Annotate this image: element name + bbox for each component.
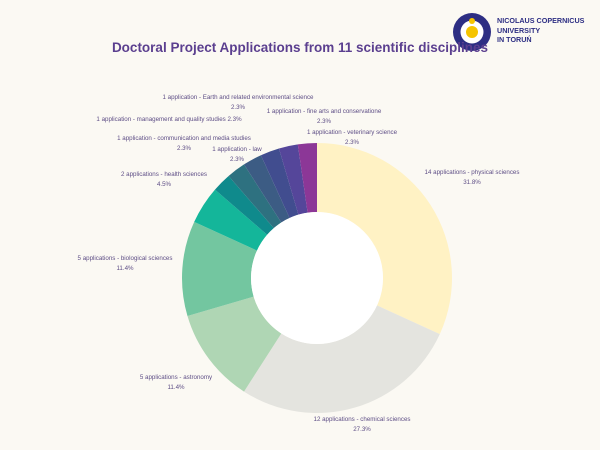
- slice-astronomy[interactable]: [187, 296, 282, 392]
- data-label-chemical-sciences: 12 applications - chemical sciences: [314, 416, 411, 423]
- data-label-veterinary-science: 1 application - veterinary science: [307, 129, 398, 136]
- percent-label-law: 2.3%: [230, 156, 245, 163]
- percent-label-fine-arts-and-conservatione: 2.3%: [317, 118, 332, 125]
- slice-veterinary-science[interactable]: [297, 143, 317, 213]
- percent-label-communication-and-media-studies: 2.3%: [177, 145, 192, 152]
- slice-fine-arts-and-conservatione[interactable]: [278, 144, 308, 215]
- percent-label-health-sciences: 4.5%: [157, 181, 172, 188]
- university-name-line3: IN TORUŃ: [497, 35, 532, 45]
- slice-chemical-sciences[interactable]: [244, 305, 440, 413]
- chart-title: Doctoral Project Applications from 11 sc…: [111, 40, 489, 55]
- data-label-law: 1 application - law: [212, 146, 262, 153]
- data-label-health-sciences: 2 applications - health sciences: [121, 171, 207, 178]
- university-logo: NICOLAUS COPERNICUS UNIVERSITY IN TORUŃ: [452, 10, 600, 60]
- data-label-biological-sciences: 5 applications - biological sciences: [78, 255, 173, 262]
- university-name: NICOLAUS COPERNICUS UNIVERSITY IN TORUŃ: [497, 16, 584, 45]
- percent-label-biological-sciences: 11.4%: [116, 265, 134, 272]
- slice-communication-and-media-studies[interactable]: [214, 175, 274, 235]
- slice-biological-sciences[interactable]: [182, 221, 257, 317]
- slice-physical-sciences[interactable]: [317, 143, 452, 335]
- percent-label-physical-sciences: 31.8%: [463, 179, 481, 186]
- data-label-management-and-quality-studies: 1 application - management and quality s…: [96, 116, 242, 123]
- donut-hole: [251, 212, 383, 344]
- percent-label-veterinary-science: 2.3%: [345, 139, 360, 146]
- data-label-fine-arts-and-conservatione: 1 application - fine arts and conservati…: [267, 108, 382, 115]
- data-label-earth-and-related-environmental-science: 1 application - Earth and related enviro…: [163, 94, 315, 101]
- slice-management-and-quality-studies[interactable]: [228, 164, 282, 229]
- percent-label-chemical-sciences: 27.3%: [353, 426, 371, 433]
- university-name-line1: NICOLAUS COPERNICUS: [497, 16, 585, 25]
- data-label-physical-sciences: 14 applications - physical sciences: [425, 169, 520, 176]
- sun-emblem-icon: [453, 13, 491, 51]
- data-label-astronomy: 5 applications - astronomy: [140, 374, 213, 381]
- percent-label-earth-and-related-environmental-science: 2.3%: [231, 104, 246, 111]
- university-name-line2: UNIVERSITY: [497, 25, 541, 35]
- slice-law[interactable]: [260, 148, 299, 218]
- slice-earth-and-related-environmental-science[interactable]: [244, 155, 290, 223]
- slice-health-sciences[interactable]: [194, 189, 268, 251]
- data-label-communication-and-media-studies: 1 application - communication and media …: [117, 135, 251, 142]
- percent-label-astronomy: 11.4%: [167, 384, 185, 391]
